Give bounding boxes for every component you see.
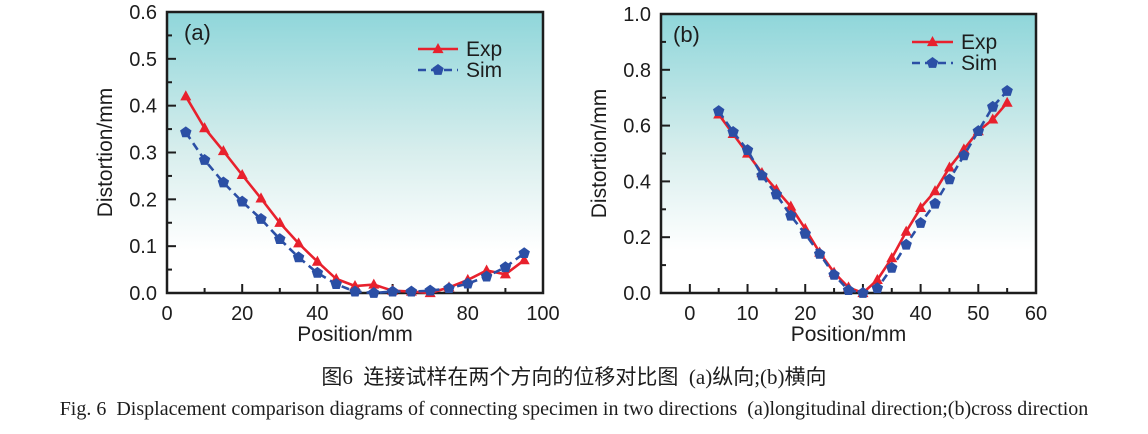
svg-text:50: 50 [967, 303, 989, 325]
svg-text:0.1: 0.1 [129, 236, 157, 258]
svg-text:30: 30 [852, 303, 874, 325]
figure-caption-english: Fig. 6 Displacement comparison diagrams … [59, 398, 1089, 420]
svg-text:0.6: 0.6 [129, 2, 157, 24]
legend-label-sim: Sim [961, 52, 997, 75]
svg-text:40: 40 [909, 303, 931, 325]
figure-caption-chinese: 图6 连接试样在两个方向的位移对比图 (a)纵向;(b)横向 [321, 365, 827, 389]
svg-text:0: 0 [161, 303, 172, 325]
y-axis-title: Distortion/mm [94, 88, 117, 218]
chart-panel-a: 0 20 40 60 80 100 0.0 0.1 0.2 0.3 0.4 0.5 0.6 Positio… [94, 2, 560, 346]
svg-text:80: 80 [457, 303, 479, 325]
svg-text:0.6: 0.6 [623, 116, 651, 138]
y-tick-labels: 0.0 0.1 0.2 0.3 0.4 0.5 0.6 [129, 2, 157, 305]
svg-text:60: 60 [381, 303, 403, 325]
chart-panel-b: 0 10 20 30 40 50 60 0.0 0.2 0.4 0.6 0.8 1.0 Position/… [588, 4, 1047, 346]
charts-row: 0 20 40 60 80 100 0.0 0.1 0.2 0.3 0.4 0.5 0.6 Positio… [94, 2, 1047, 346]
svg-text:20: 20 [231, 303, 253, 325]
legend-label-sim: Sim [466, 59, 502, 82]
y-tick-labels: 0.0 0.2 0.4 0.6 0.8 1.0 [623, 4, 651, 305]
plot-background [167, 12, 543, 293]
x-axis-title: Position/mm [297, 323, 413, 346]
x-axis-title: Position/mm [791, 323, 907, 346]
svg-text:0: 0 [684, 303, 695, 325]
legend-label-exp: Exp [466, 38, 502, 61]
series-sim-markers [712, 85, 1013, 298]
svg-text:10: 10 [736, 303, 758, 325]
x-tick-labels: 0 10 20 30 40 50 60 [684, 303, 1047, 325]
legend-marker-exp-icon [432, 43, 444, 54]
svg-text:40: 40 [306, 303, 328, 325]
legend-label-exp: Exp [961, 31, 997, 54]
svg-text:0.0: 0.0 [623, 283, 651, 305]
svg-text:0.3: 0.3 [129, 143, 157, 165]
svg-text:0.8: 0.8 [623, 60, 651, 82]
panel-label: (a) [184, 20, 211, 45]
svg-text:0.2: 0.2 [623, 227, 651, 249]
legend-marker-sim-icon [926, 57, 939, 68]
y-axis-title: Distortion/mm [588, 89, 611, 219]
svg-text:100: 100 [526, 303, 559, 325]
svg-text:20: 20 [794, 303, 816, 325]
panel-label: (b) [673, 22, 700, 47]
legend-marker-exp-icon [926, 36, 939, 47]
svg-text:60: 60 [1025, 303, 1047, 325]
plot-background [661, 14, 1036, 293]
svg-text:0.4: 0.4 [623, 171, 651, 193]
svg-text:0.0: 0.0 [129, 283, 157, 305]
svg-text:0.5: 0.5 [129, 49, 157, 71]
x-tick-labels: 0 20 40 60 80 100 [161, 303, 559, 325]
svg-text:1.0: 1.0 [623, 4, 651, 26]
svg-text:0.2: 0.2 [129, 189, 157, 211]
series-sim-markers [180, 126, 530, 298]
svg-text:0.4: 0.4 [129, 96, 157, 118]
legend-marker-sim-icon [432, 64, 444, 75]
